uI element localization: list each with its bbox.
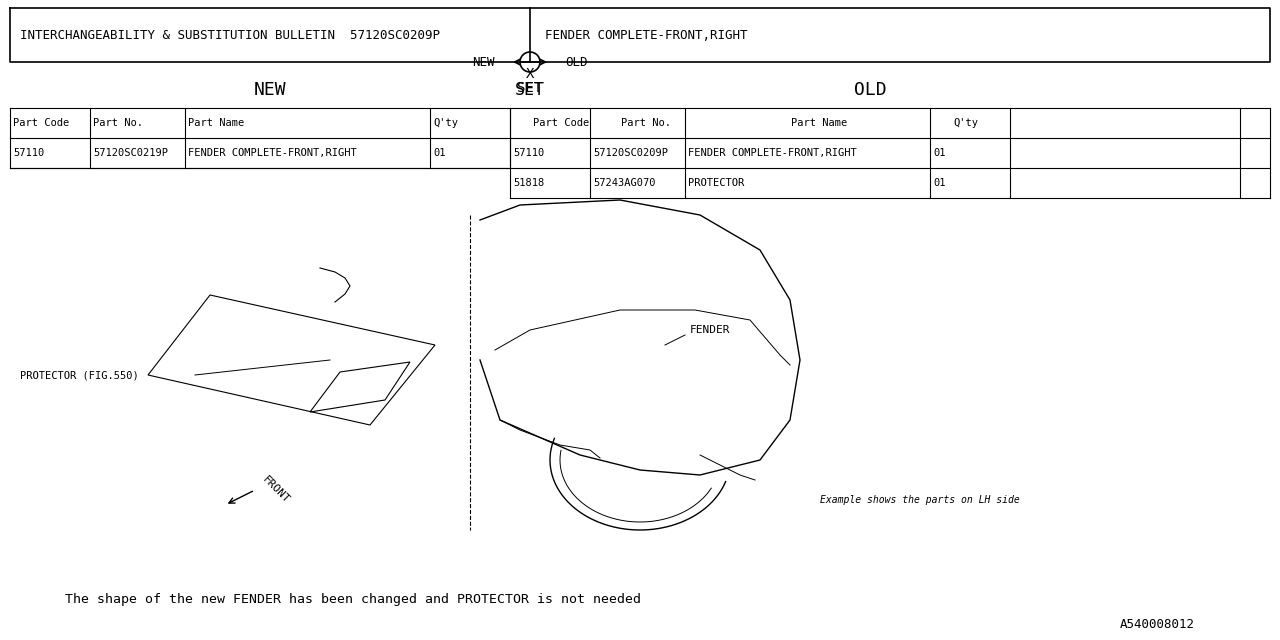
Text: 01: 01 [933,178,946,188]
Text: 57120SC0209P: 57120SC0209P [593,148,668,158]
Text: Part Name: Part Name [188,118,244,128]
Text: FENDER: FENDER [690,325,731,335]
Text: SET: SET [517,81,543,95]
Text: FENDER COMPLETE-FRONT,RIGHT: FENDER COMPLETE-FRONT,RIGHT [188,148,357,158]
Text: 01: 01 [933,148,946,158]
Text: Q'ty: Q'ty [954,118,978,128]
Text: Part Name: Part Name [791,118,847,128]
Text: OLD: OLD [854,81,886,99]
Text: INTERCHANGEABILITY & SUBSTITUTION BULLETIN  57120SC0209P: INTERCHANGEABILITY & SUBSTITUTION BULLET… [20,29,440,42]
Text: 01: 01 [433,148,445,158]
Text: OLD: OLD [564,56,588,68]
Text: Part No.: Part No. [621,118,671,128]
Text: 57110: 57110 [13,148,45,158]
Text: FENDER COMPLETE-FRONT,RIGHT: FENDER COMPLETE-FRONT,RIGHT [545,29,748,42]
Text: PROTECTOR (FIG.550): PROTECTOR (FIG.550) [20,370,138,380]
Text: NEW: NEW [472,56,495,68]
Text: NEW: NEW [253,81,287,99]
Text: Example shows the parts on LH side: Example shows the parts on LH side [820,495,1020,505]
Text: 57243AG070: 57243AG070 [593,178,655,188]
Text: FRONT: FRONT [260,474,291,506]
Text: Part Code: Part Code [532,118,589,128]
Text: Q'ty: Q'ty [433,118,458,128]
Text: FENDER COMPLETE-FRONT,RIGHT: FENDER COMPLETE-FRONT,RIGHT [689,148,856,158]
Text: Part Code: Part Code [13,118,69,128]
Text: The shape of the new FENDER has been changed and PROTECTOR is not needed: The shape of the new FENDER has been cha… [65,593,641,607]
Text: PROTECTOR: PROTECTOR [689,178,744,188]
Text: Part No.: Part No. [93,118,143,128]
Text: 57120SC0219P: 57120SC0219P [93,148,168,158]
Text: 51818: 51818 [513,178,544,188]
Text: SET: SET [515,81,545,99]
Text: 57110: 57110 [513,148,544,158]
Text: X: X [526,67,534,81]
Text: A540008012: A540008012 [1120,618,1196,632]
